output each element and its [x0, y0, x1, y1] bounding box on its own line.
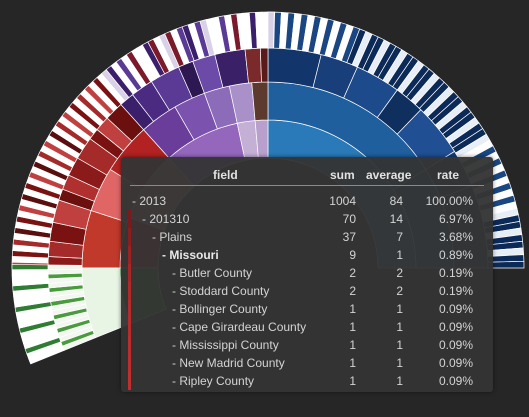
- row-sum: 1: [349, 356, 356, 370]
- table-row[interactable]: - New Madrid County 1 1 0.09%: [121, 354, 493, 372]
- row-sum: 2: [349, 266, 356, 280]
- sunburst-segment[interactable]: [92, 76, 122, 109]
- sunburst-segment[interactable]: [487, 260, 525, 269]
- row-sum: 70: [342, 212, 356, 226]
- header-rate: rate: [437, 168, 460, 182]
- row-sum: 1: [349, 338, 356, 352]
- row-sum: 1: [349, 302, 356, 316]
- row-rate: 0.89%: [438, 248, 473, 262]
- row-average: 7: [396, 230, 403, 244]
- row-rate: 0.09%: [438, 302, 473, 316]
- depth-bar: [128, 300, 131, 318]
- row-average: 1: [396, 338, 403, 352]
- row-field: - Cape Girardeau County: [172, 320, 307, 334]
- sunburst-segment[interactable]: [47, 268, 83, 275]
- row-rate: 0.09%: [438, 320, 473, 334]
- depth-bar: [128, 228, 131, 246]
- row-rate: 100.00%: [425, 194, 473, 208]
- depth-bar: [128, 210, 131, 228]
- sunburst-segment[interactable]: [267, 11, 275, 49]
- depth-bar: [128, 318, 131, 336]
- row-sum: 2: [349, 284, 356, 298]
- row-sum: 1: [349, 374, 356, 388]
- row-average: 1: [396, 302, 403, 316]
- depth-bar: [128, 372, 131, 390]
- sunburst-segment[interactable]: [259, 47, 269, 83]
- table-row[interactable]: - 2013 1004 84 100.00%: [121, 192, 493, 210]
- sunburst-segment[interactable]: [47, 264, 83, 270]
- row-rate: 3.68%: [438, 230, 473, 244]
- table-row[interactable]: - Ripley County 1 1 0.09%: [121, 372, 493, 390]
- header-average: average: [366, 168, 412, 182]
- table-row[interactable]: - 201310 70 14 6.97%: [121, 210, 493, 228]
- sunburst-segment[interactable]: [267, 47, 322, 88]
- row-field: - New Madrid County: [172, 356, 285, 370]
- row-rate: 0.09%: [438, 374, 473, 388]
- sunburst-segment[interactable]: [11, 269, 49, 276]
- row-rate: 0.09%: [438, 338, 473, 352]
- row-field: - 2013: [132, 194, 167, 208]
- row-rate: 0.19%: [438, 284, 473, 298]
- tooltip-header: field sum average rate: [130, 166, 484, 186]
- table-row[interactable]: - Missouri 9 1 0.89%: [121, 246, 493, 264]
- row-field: - Plains: [152, 230, 193, 244]
- row-sum: 1004: [329, 194, 356, 208]
- row-average: 1: [396, 374, 403, 388]
- row-field: - Missouri: [162, 248, 219, 262]
- depth-bar: [128, 282, 131, 300]
- table-row[interactable]: - Bollinger County 1 1 0.09%: [121, 300, 493, 318]
- table-row[interactable]: - Cape Girardeau County 1 1 0.09%: [121, 318, 493, 336]
- row-average: 1: [396, 320, 403, 334]
- header-field: field: [213, 168, 238, 182]
- row-field: - Ripley County: [172, 374, 255, 388]
- row-field: - Stoddard County: [172, 284, 270, 298]
- depth-bar: [128, 336, 131, 354]
- depth-bar: [128, 246, 131, 264]
- row-average: 1: [396, 356, 403, 370]
- row-average: 2: [396, 266, 403, 280]
- table-row[interactable]: - Plains 37 7 3.68%: [121, 228, 493, 246]
- row-sum: 9: [349, 248, 356, 262]
- row-sum: 37: [342, 230, 356, 244]
- sunburst-segment[interactable]: [261, 11, 269, 49]
- row-average: 2: [396, 284, 403, 298]
- data-tooltip: field sum average rate - 2013 1004 84 100.0…: [121, 157, 493, 392]
- row-rate: 0.09%: [438, 356, 473, 370]
- row-field: - 201310: [142, 212, 190, 226]
- depth-bar: [128, 354, 131, 372]
- table-row[interactable]: - Mississippi County 1 1 0.09%: [121, 336, 493, 354]
- row-sum: 1: [349, 320, 356, 334]
- row-average: 84: [389, 194, 403, 208]
- header-sum: sum: [330, 168, 355, 182]
- table-row[interactable]: - Stoddard County 2 2 0.19%: [121, 282, 493, 300]
- row-average: 14: [389, 212, 403, 226]
- row-field: - Butler County: [172, 266, 253, 280]
- row-average: 1: [396, 248, 403, 262]
- sunburst-segment[interactable]: [11, 264, 49, 271]
- row-rate: 6.97%: [438, 212, 473, 226]
- depth-bar: [128, 264, 131, 282]
- row-rate: 0.19%: [438, 266, 473, 280]
- table-row[interactable]: - Butler County 2 2 0.19%: [121, 264, 493, 282]
- row-field: - Bollinger County: [172, 302, 268, 316]
- row-field: - Mississippi County: [172, 338, 279, 352]
